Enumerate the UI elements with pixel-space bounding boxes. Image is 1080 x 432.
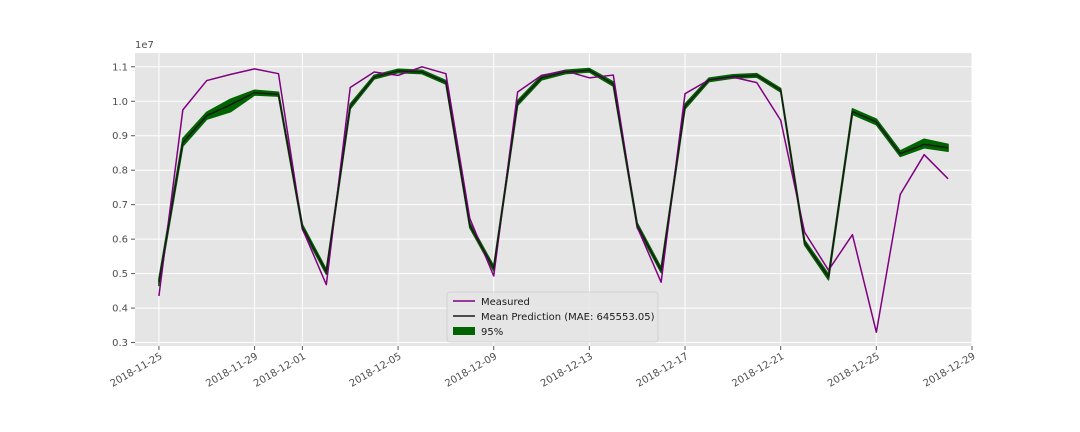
y-tick-label: 0.7 [112, 200, 128, 211]
x-tick-label: 2018-11-25 [109, 351, 165, 390]
y-tick-label: 0.5 [112, 269, 128, 280]
x-tick-label: 2018-12-01 [252, 351, 308, 390]
legend-band-swatch [453, 327, 475, 335]
legend-box [446, 291, 659, 343]
legend-mean-label: Mean Prediction (MAE: 645553.05) [481, 312, 655, 323]
series-layer [158, 66, 949, 333]
y-tick-label: 0.9 [112, 131, 128, 142]
y-tick-label: 0.4 [112, 304, 128, 315]
x-tick-label: 2018-12-09 [443, 351, 499, 390]
legend: Measured Mean Prediction (MAE: 645553.05… [446, 291, 659, 343]
measured-line [158, 66, 949, 333]
x-tick-label: 2018-11-29 [204, 351, 260, 390]
legend-band-label: 95% [481, 327, 503, 338]
y-axis: 0.3 0.4 0.5 0.6 0.7 0.8 0.9 1.0 1.1 [112, 62, 135, 349]
y-tick-label: 1.1 [112, 62, 128, 73]
x-tick-label: 2018-12-17 [635, 351, 691, 390]
x-tick-label: 2018-12-25 [826, 351, 882, 390]
x-tick-label: 2018-12-21 [730, 351, 786, 390]
y-tick-label: 1.0 [112, 97, 128, 108]
y-tick-label: 0.6 [112, 235, 128, 246]
legend-measured-label: Measured [481, 297, 530, 308]
y-tick-label: 0.3 [112, 338, 128, 349]
x-tick-label: 2018-12-29 [922, 351, 978, 390]
mean-prediction-line [158, 69, 949, 283]
y-scale-label: 1e7 [135, 40, 154, 51]
y-tick-label: 0.8 [112, 166, 128, 177]
x-tick-label: 2018-12-13 [539, 351, 595, 390]
x-tick-label: 2018-12-05 [348, 351, 404, 390]
